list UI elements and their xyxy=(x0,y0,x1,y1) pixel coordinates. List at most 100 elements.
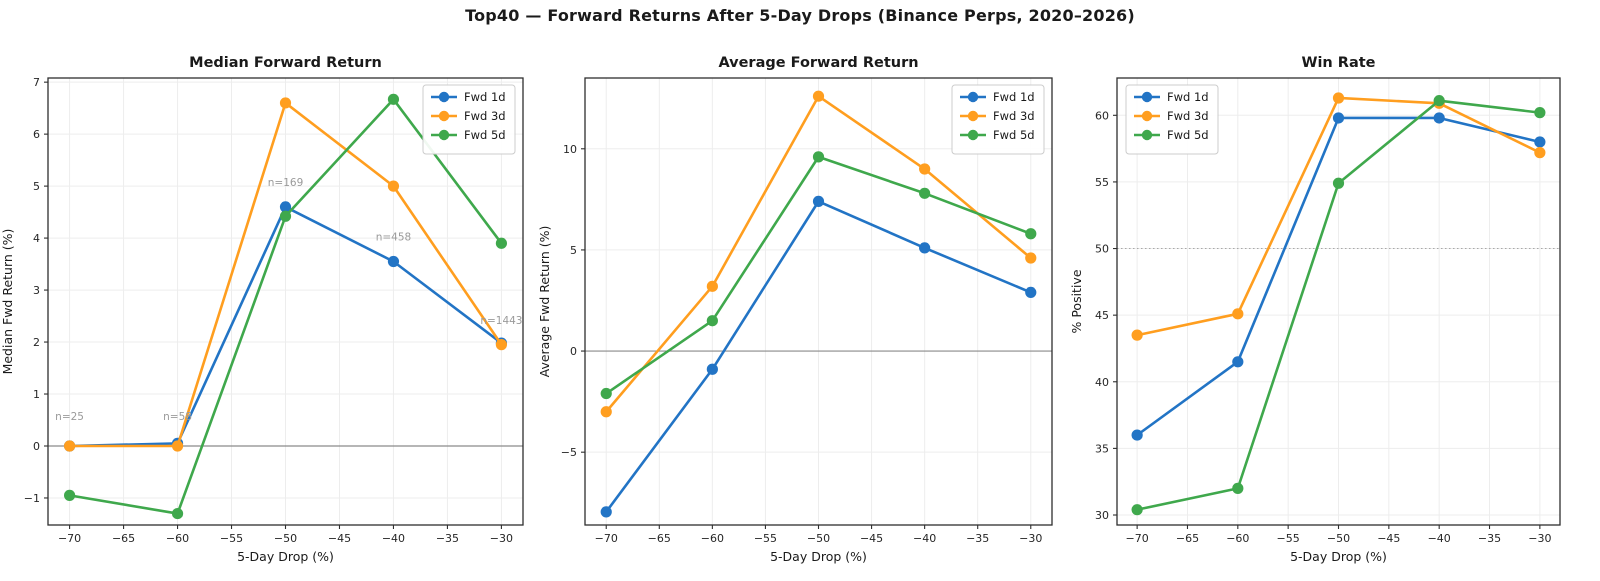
x-tick-label: −40 xyxy=(913,532,936,545)
y-tick-label: 5 xyxy=(33,180,40,193)
data-point-fwd1d xyxy=(1534,136,1546,148)
data-point-fwd3d xyxy=(1131,329,1143,341)
y-tick-label: 1 xyxy=(33,388,40,401)
legend: Fwd 1d Fwd 3d Fwd 5d xyxy=(1125,84,1219,155)
y-tick-label: 60 xyxy=(1095,109,1109,122)
y-tick-label: 5 xyxy=(570,244,577,257)
subplot-title: Win Rate xyxy=(1301,55,1375,71)
y-axis-label: Average Fwd Return (%) xyxy=(537,226,552,378)
data-point-fwd5d xyxy=(279,210,292,222)
data-point-fwd1d xyxy=(919,242,931,254)
y-tick-label: 0 xyxy=(33,440,40,453)
y-tick-label: 30 xyxy=(1095,509,1109,522)
legend: Fwd 1d Fwd 3d Fwd 5d xyxy=(951,84,1045,155)
x-tick-label: −45 xyxy=(860,532,883,545)
x-tick-label: −65 xyxy=(112,532,135,545)
subplot-title: Median Forward Return xyxy=(189,55,382,71)
legend-label: Fwd 5d xyxy=(1167,128,1209,142)
sample-size-annotation: n=58 xyxy=(163,411,192,423)
data-point-fwd1d xyxy=(1025,286,1037,298)
y-tick-label: 35 xyxy=(1095,442,1109,455)
chart-svg: −70 −65 −60 −55 −50 −45 −40 −35 −30 30 35 40 45 50 55 6… xyxy=(1069,55,1561,564)
data-point-fwd3d xyxy=(387,180,400,192)
data-point-fwd5d xyxy=(495,237,508,249)
legend-swatch-marker xyxy=(967,110,979,122)
data-point-fwd1d xyxy=(812,195,825,207)
y-tick-label: 3 xyxy=(33,284,40,297)
data-point-fwd1d xyxy=(1433,112,1445,124)
data-point-fwd3d xyxy=(63,440,76,452)
y-tick-label: 45 xyxy=(1095,309,1109,322)
x-tick-label: −35 xyxy=(436,532,459,545)
sample-size-annotation: n=169 xyxy=(268,177,304,189)
data-point-fwd1d xyxy=(1131,429,1143,441)
data-point-fwd5d xyxy=(600,387,612,400)
data-point-fwd5d xyxy=(1232,482,1244,494)
x-tick-label: −70 xyxy=(595,532,618,545)
y-axis-label: Median Fwd Return (%) xyxy=(0,229,15,375)
x-tick-label: −55 xyxy=(1277,532,1300,545)
legend-label: Fwd 1d xyxy=(464,90,506,104)
data-point-fwd5d xyxy=(1534,107,1546,119)
x-tick-label: −30 xyxy=(1528,532,1551,545)
y-tick-label: −5 xyxy=(561,446,577,459)
sample-size-annotation: n=1443 xyxy=(480,315,522,327)
data-point-fwd3d xyxy=(919,163,931,175)
y-tick-label: 40 xyxy=(1095,376,1109,389)
data-point-fwd3d xyxy=(279,97,292,109)
x-tick-label: −40 xyxy=(382,532,405,545)
legend-swatch-marker xyxy=(1141,91,1153,103)
figure-title: Top40 — Forward Returns After 5-Day Drop… xyxy=(465,6,1135,25)
x-tick-label: −35 xyxy=(1478,532,1501,545)
legend-swatch-marker xyxy=(1141,129,1153,141)
legend-swatch-marker xyxy=(438,91,450,103)
x-tick-label: −70 xyxy=(1126,532,1149,545)
y-tick-label: 4 xyxy=(33,232,40,245)
y-tick-label: 0 xyxy=(570,345,577,358)
y-tick-label: 50 xyxy=(1095,243,1109,256)
data-point-fwd3d xyxy=(600,406,612,418)
data-point-fwd1d xyxy=(1232,356,1244,368)
x-axis-label: 5-Day Drop (%) xyxy=(770,549,867,564)
chart-average-forward-return: −70 −65 −60 −55 −50 −45 −40 −35 −30 −5 0 5 10 Average… xyxy=(533,40,1067,577)
legend-label: Fwd 1d xyxy=(1167,90,1209,104)
legend-label: Fwd 1d xyxy=(993,90,1035,104)
x-tick-label: −50 xyxy=(1327,532,1350,545)
data-point-fwd3d xyxy=(495,339,508,351)
y-tick-label: 10 xyxy=(563,143,577,156)
data-point-fwd5d xyxy=(1433,95,1445,107)
data-point-fwd3d xyxy=(812,90,825,102)
x-tick-label: −60 xyxy=(701,532,724,545)
x-tick-label: −45 xyxy=(328,532,351,545)
data-point-fwd1d xyxy=(387,255,400,268)
y-tick-label: 55 xyxy=(1095,176,1109,189)
data-point-fwd3d xyxy=(1332,92,1345,104)
legend-swatch-marker xyxy=(1141,110,1153,122)
x-tick-label: −55 xyxy=(754,532,777,545)
y-tick-label: −1 xyxy=(24,492,40,505)
legend-swatch-marker xyxy=(438,129,450,141)
y-axis-label: % Positive xyxy=(1069,269,1084,333)
x-tick-label: −60 xyxy=(166,532,189,545)
x-tick-label: −55 xyxy=(220,532,243,545)
legend-swatch-marker xyxy=(967,91,979,103)
data-point-fwd1d xyxy=(1332,112,1345,124)
chart-svg: n=25 n=58 n=169 n=458 n=1443 −70 −65 −60 −55 −50 −… xyxy=(0,55,524,564)
legend-label: Fwd 5d xyxy=(993,128,1035,142)
legend: Fwd 1d Fwd 3d Fwd 5d xyxy=(422,84,516,155)
data-point-fwd5d xyxy=(812,151,825,163)
sample-size-annotation: n=25 xyxy=(55,411,84,423)
x-tick-label: −30 xyxy=(1019,532,1042,545)
data-point-fwd3d xyxy=(1232,308,1244,320)
x-tick-label: −45 xyxy=(1377,532,1400,545)
data-point-fwd5d xyxy=(63,489,76,501)
data-point-fwd5d xyxy=(1025,228,1037,240)
data-point-fwd5d xyxy=(919,187,931,199)
data-point-fwd3d xyxy=(706,280,718,292)
chart-median-forward-return: n=25 n=58 n=169 n=458 n=1443 −70 −65 −60 −55 −50 −… xyxy=(0,40,533,577)
data-point-fwd5d xyxy=(1332,177,1345,189)
data-point-fwd5d xyxy=(171,507,184,520)
sample-size-annotation: n=458 xyxy=(376,232,412,244)
legend-swatch-marker xyxy=(438,110,450,122)
y-tick-label: 7 xyxy=(33,76,40,89)
